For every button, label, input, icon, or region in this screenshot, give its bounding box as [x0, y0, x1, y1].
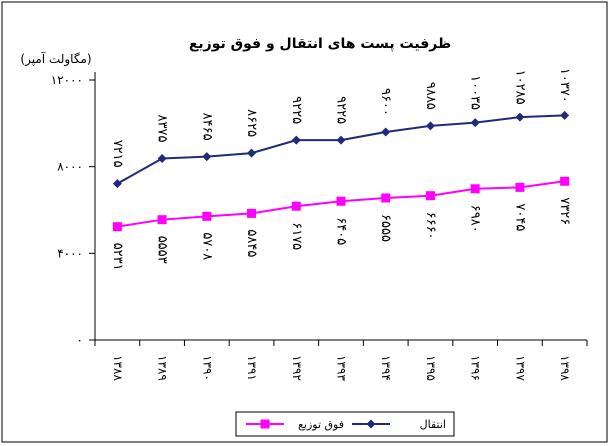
data-label: ۷۲۱۵: [110, 140, 125, 168]
data-label: ۶۵۵۵: [378, 214, 393, 242]
series-2-point: [202, 211, 212, 221]
x-tick-label: ۱۳۹۶: [469, 355, 483, 381]
series-1-point: [112, 179, 122, 189]
data-label: ۸۳۷۵: [155, 115, 170, 143]
chart-title: ظرفیت پست های انتقال و فوق توزیع: [189, 36, 451, 52]
series-1-point: [515, 112, 525, 122]
legend-swatch-marker: [366, 419, 376, 429]
plot-area: ۰ ۴۰۰۰ ۸۰۰۰ ۱۲۰۰۰ ۱۳۸۸ ۱۳۸۹ ۱۳۹۰ ۱۳۹۱ ۱۳۹۲ ۱۳۹۳ ۱۳…: [51, 68, 588, 437]
data-label: ۶۱۷۵: [289, 222, 304, 250]
data-label: ۹۲۲۵: [334, 96, 349, 124]
data-label: ۱۰۲۸۵: [512, 70, 527, 105]
series-1-point: [202, 152, 212, 162]
series-2-point: [560, 176, 570, 186]
y-tick-label: ۰: [77, 333, 83, 347]
series-1-point: [157, 154, 167, 164]
x-tick-label: ۱۳۸۸: [111, 355, 125, 381]
data-label: ۱۰۳۷۰: [557, 68, 572, 103]
data-label: ۶۶۶۰: [423, 212, 438, 240]
series-2-point: [112, 222, 122, 232]
data-label: ۸۶۲۵: [244, 109, 259, 137]
data-label: ۱۰۰۳۵: [468, 75, 483, 110]
y-tick-label: ۱۲۰۰۰: [51, 73, 83, 87]
data-label: ۶۹۸۰: [468, 205, 483, 233]
legend-label: انتقال: [420, 418, 446, 431]
x-tick-label: ۱۳۸۹: [156, 355, 170, 381]
data-label: ۵۵۵۳: [155, 236, 170, 264]
y-tick-label: ۴۰۰۰: [57, 246, 83, 260]
y-tick-label: ۸۰۰۰: [57, 160, 83, 174]
series-2-point: [336, 196, 346, 206]
series-2-point: [425, 191, 435, 201]
x-tick-label: ۱۳۹۱: [245, 355, 259, 381]
data-label: ۶۴۰۵: [334, 217, 349, 245]
series-2-point: [157, 215, 167, 225]
series-2-point: [381, 193, 391, 203]
data-label: ۷۳۲۶: [557, 197, 572, 225]
legend-swatch-marker: [260, 419, 270, 429]
legend-label: فوق توزیع: [298, 418, 344, 431]
x-tick-label: ۱۳۹۵: [424, 355, 438, 381]
x-tick-label: ۱۳۹۳: [335, 355, 349, 381]
series-1-point: [247, 148, 257, 158]
x-tick-label: ۱۳۹۲: [290, 355, 304, 381]
data-label: ۵۸۴۵: [244, 229, 259, 257]
data-label: ۵۷۰۸: [199, 232, 214, 260]
x-tick-label: ۱۳۹۸: [558, 355, 572, 381]
series-1-point: [470, 118, 480, 128]
y-axis-label: (مگاولت آمپر): [20, 51, 91, 67]
series-1-point: [336, 135, 346, 145]
data-label: ۷۰۴۵: [512, 203, 527, 231]
series-1-point: [560, 110, 570, 120]
series-2-point: [515, 182, 525, 192]
data-label: ۵۲۳۱: [110, 243, 125, 271]
data-label: ۸۴۶۵: [199, 113, 214, 141]
series-2-point: [247, 208, 257, 218]
x-tick-label: ۱۳۹۴: [379, 355, 393, 381]
series-1-point: [381, 127, 391, 137]
x-tick-label: ۱۳۹۷: [513, 355, 527, 381]
series-1-point: [291, 135, 301, 145]
data-label: ۹۸۸۵: [423, 82, 438, 110]
series-2-point: [291, 201, 301, 211]
x-tick-label: ۱۳۹۰: [200, 355, 214, 381]
series-1-point: [425, 121, 435, 131]
data-label: ۹۲۲۵: [289, 96, 304, 124]
data-label: ۹۶۰۰: [378, 88, 393, 116]
series-2-point: [470, 184, 480, 194]
